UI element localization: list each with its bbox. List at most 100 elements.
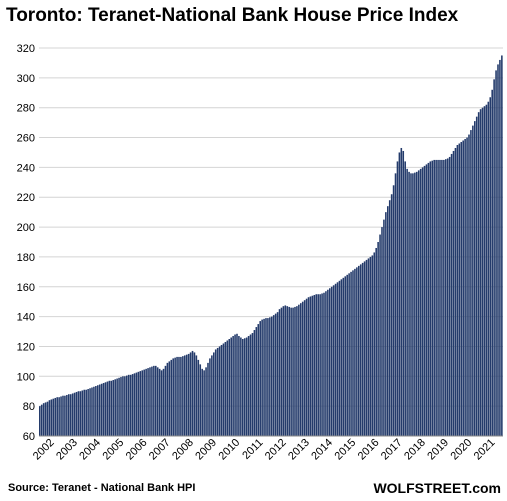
bar <box>309 296 312 436</box>
bar <box>414 172 416 437</box>
bar <box>46 401 49 436</box>
x-tick-label: 2015 <box>333 437 359 463</box>
bar <box>85 389 87 436</box>
bar <box>205 367 207 436</box>
bar <box>387 206 389 436</box>
bar <box>184 355 186 436</box>
bar <box>294 306 296 436</box>
bar <box>483 106 486 436</box>
bar <box>168 361 171 436</box>
bar <box>358 265 360 436</box>
bar <box>472 125 474 436</box>
bar <box>454 147 457 437</box>
bar <box>242 339 244 436</box>
y-tick-label: 240 <box>17 162 35 174</box>
bar <box>460 142 463 436</box>
bar <box>477 112 480 437</box>
bar <box>236 333 238 436</box>
bar <box>257 324 260 436</box>
bar <box>174 357 176 436</box>
y-tick-label: 60 <box>23 431 35 443</box>
bar <box>307 297 310 436</box>
bar <box>54 397 57 436</box>
bar <box>151 366 153 436</box>
x-tick-label: 2013 <box>286 437 312 463</box>
y-axis-ticks: 60 80 100 120 140 160 180 200 220 240 260 280 300 320 <box>17 43 35 443</box>
bar <box>133 373 136 436</box>
bar <box>346 274 348 436</box>
bar <box>104 382 107 436</box>
bar <box>359 264 362 436</box>
bar <box>176 356 178 436</box>
x-tick-label: 2006 <box>124 437 150 463</box>
bar <box>56 397 58 436</box>
bar <box>340 279 343 436</box>
bar <box>98 384 101 436</box>
bar <box>404 161 406 437</box>
x-tick-label: 2010 <box>217 437 243 463</box>
bar <box>458 143 461 436</box>
bar <box>129 374 132 436</box>
bar <box>479 109 482 437</box>
bar <box>137 371 140 436</box>
bar <box>100 383 103 436</box>
bar <box>402 150 405 436</box>
bar <box>66 394 68 436</box>
bar <box>325 291 327 436</box>
bar <box>425 164 428 436</box>
bar <box>321 293 323 436</box>
bar <box>220 344 223 436</box>
y-tick-label: 100 <box>17 371 35 383</box>
bar <box>228 339 231 436</box>
bar <box>334 283 337 436</box>
bar <box>39 406 41 436</box>
bar <box>369 256 372 436</box>
bar <box>278 309 281 436</box>
bar <box>116 378 118 436</box>
bar <box>251 333 254 436</box>
bar <box>466 137 468 437</box>
y-tick-label: 200 <box>17 222 35 234</box>
bar <box>253 330 256 436</box>
bar <box>315 294 318 436</box>
bar <box>400 147 403 437</box>
bar <box>491 89 493 436</box>
y-tick-label: 300 <box>17 73 35 85</box>
bar <box>497 64 499 437</box>
y-tick-label: 140 <box>17 312 35 324</box>
bar <box>207 362 209 436</box>
x-tick-label: 2008 <box>170 437 196 463</box>
bar <box>272 315 275 436</box>
bar <box>135 372 138 436</box>
x-tick-label: 2019 <box>425 437 451 463</box>
bar <box>392 185 395 436</box>
bar <box>203 370 205 436</box>
bar <box>68 394 70 436</box>
bar <box>342 277 345 436</box>
bar <box>298 304 300 436</box>
bar <box>162 368 165 436</box>
bar <box>371 255 374 436</box>
bar <box>495 70 497 436</box>
bar <box>77 391 80 436</box>
bar <box>118 377 120 436</box>
bar <box>301 301 304 436</box>
bar <box>52 398 55 436</box>
x-tick-label: 2009 <box>193 437 219 463</box>
bar <box>338 280 341 436</box>
bar <box>259 321 261 436</box>
bar <box>282 306 285 436</box>
bar <box>50 399 53 436</box>
bar <box>280 307 283 436</box>
bar <box>178 356 180 436</box>
x-tick-label: 2007 <box>147 437 173 463</box>
bar <box>296 306 298 436</box>
y-tick-label: 120 <box>17 341 35 353</box>
bar <box>450 153 453 436</box>
bar <box>73 392 76 436</box>
bar <box>470 130 472 436</box>
bar <box>83 389 86 436</box>
bar <box>149 367 151 436</box>
bar <box>303 300 306 436</box>
bar <box>126 375 128 436</box>
